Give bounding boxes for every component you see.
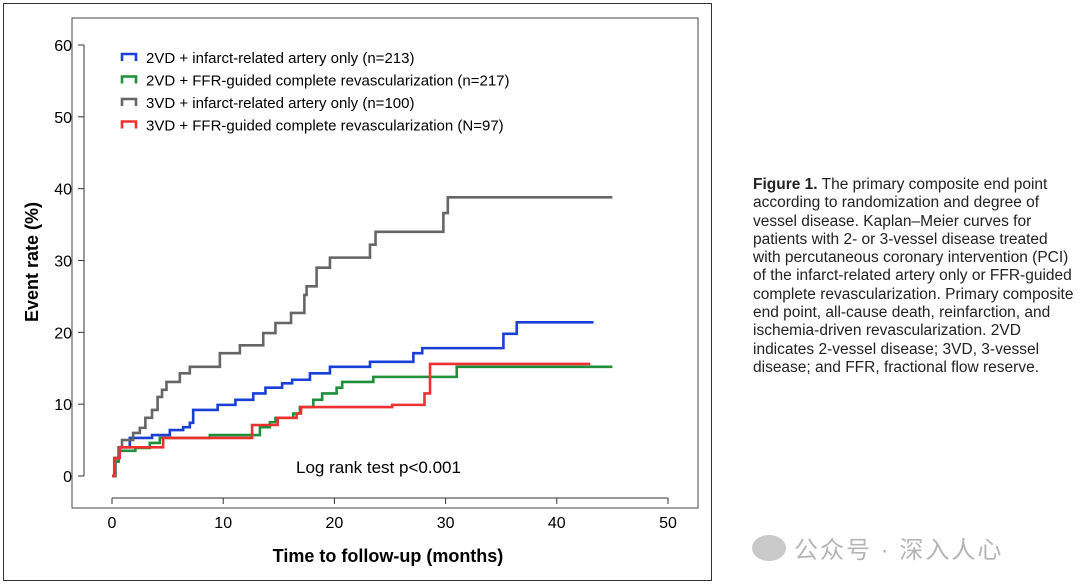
y-tick-label: 30	[54, 254, 72, 271]
y-tick-label: 40	[54, 182, 72, 199]
y-tick-label: 20	[54, 325, 72, 342]
x-tick-label: 10	[214, 515, 232, 532]
y-tick-label: 50	[54, 110, 72, 127]
legend-swatch	[120, 52, 138, 61]
series-curve-1	[112, 320, 594, 478]
series-curve-3	[112, 195, 613, 478]
legend-label: 2VD + FFR-guided complete revascularizat…	[146, 73, 510, 90]
x-tick-label: 50	[659, 515, 677, 532]
legend-swatch	[120, 97, 138, 106]
y-tick-label: 0	[63, 469, 72, 486]
x-tick-label: 20	[326, 515, 344, 532]
legend-swatch	[120, 120, 138, 129]
y-axis-label: Event rate (%)	[22, 202, 42, 322]
legend-label: 3VD + FFR-guided complete revascularizat…	[146, 118, 504, 135]
legend-label: 2VD + infarct-related artery only (n=213…	[146, 50, 414, 67]
caption-text: The primary composite end point accordin…	[753, 176, 1074, 376]
figure-caption: Figure 1. The primary composite end poin…	[753, 176, 1078, 377]
plot-border	[71, 17, 699, 509]
wechat-icon	[752, 534, 786, 561]
series-curve-4	[112, 362, 591, 478]
x-tick-label: 40	[548, 515, 566, 532]
log-rank-annotation: Log rank test p<0.001	[296, 458, 461, 477]
y-tick-label: 10	[54, 397, 72, 414]
legend-label: 3VD + infarct-related artery only (n=100…	[146, 95, 414, 112]
legend-swatch	[120, 75, 138, 84]
x-tick-label: 0	[108, 515, 117, 532]
km-chart: 0 10 20 30 40 50 0 10 20 30 40 50 60 2VD + infarct-r…	[22, 17, 699, 566]
watermark-text: 公众号 · 深入人心	[794, 537, 1004, 564]
x-tick-label: 30	[437, 515, 455, 532]
figure-frame	[3, 3, 712, 581]
watermark: 公众号 · 深入人心	[752, 530, 1003, 565]
x-axis-label: Time to follow-up (months)	[273, 546, 504, 566]
caption-label: Figure 1.	[753, 176, 818, 193]
y-tick-label: 60	[54, 38, 72, 55]
